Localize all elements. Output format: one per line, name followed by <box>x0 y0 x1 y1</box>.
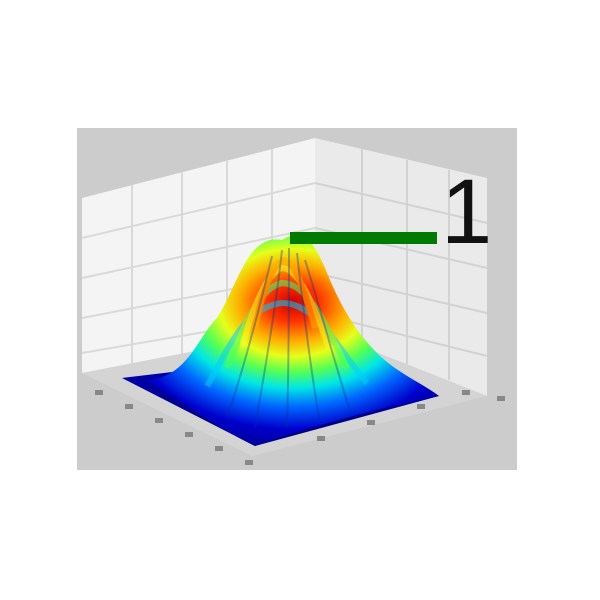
surface-contours <box>204 256 370 388</box>
surface-peak <box>147 235 439 446</box>
surface-mesh <box>226 247 350 429</box>
surface-plot-icon: 1 <box>77 128 517 470</box>
axis-ticks <box>95 390 505 465</box>
peak-value-label: 1 <box>441 161 493 263</box>
surface-plot-graphic <box>81 138 505 465</box>
